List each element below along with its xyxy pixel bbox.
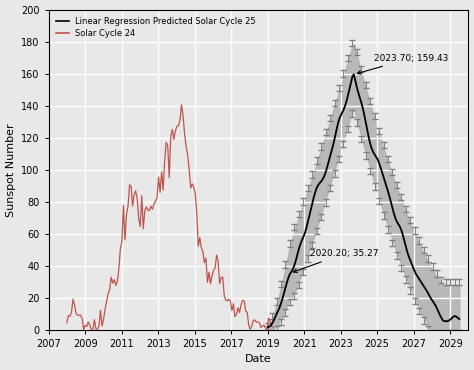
Text: 2023.70; 159.43: 2023.70; 159.43 xyxy=(357,54,448,74)
Legend: Linear Regression Predicted Solar Cycle 25, Solar Cycle 24: Linear Regression Predicted Solar Cycle … xyxy=(53,14,259,41)
Text: 2020.20; 35.27: 2020.20; 35.27 xyxy=(293,249,378,272)
X-axis label: Date: Date xyxy=(245,354,272,364)
Y-axis label: Sunspot Number: Sunspot Number xyxy=(6,123,16,216)
